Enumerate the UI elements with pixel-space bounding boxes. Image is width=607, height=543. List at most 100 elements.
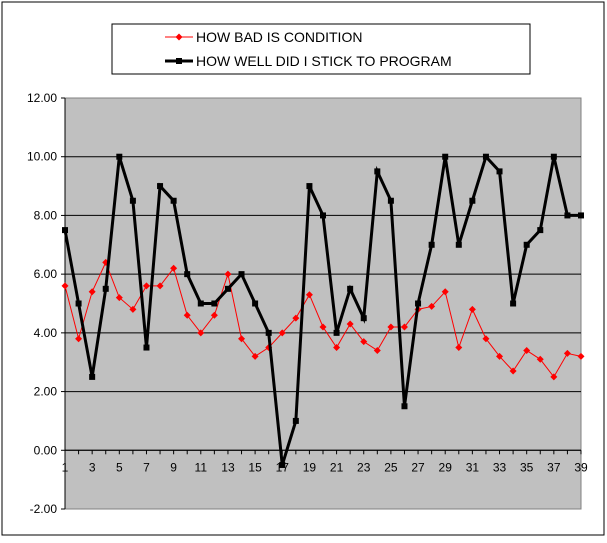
y-tick-label: 4.00 [34, 326, 58, 340]
data-point [563, 349, 571, 357]
data-point [360, 338, 368, 346]
data-point [347, 285, 354, 292]
legend-label-program: HOW WELL DID I STICK TO PROGRAM [196, 53, 452, 69]
data-point [319, 323, 327, 331]
data-point [292, 314, 300, 322]
y-tick-label: 2.00 [34, 385, 58, 399]
data-point [61, 282, 69, 290]
y-tick-label: -2.00 [30, 502, 58, 516]
series-layer [61, 153, 585, 468]
data-point [115, 294, 123, 302]
data-point [102, 285, 109, 292]
x-tick-label: 13 [221, 460, 235, 474]
data-point [88, 288, 96, 296]
data-point [252, 300, 259, 307]
data-point [305, 291, 313, 299]
data-point [578, 212, 584, 219]
x-tick-label: 5 [116, 460, 123, 474]
data-point [374, 168, 381, 175]
data-point [238, 271, 245, 278]
data-point [210, 311, 218, 319]
data-point [142, 282, 150, 290]
x-tick-label: 19 [303, 460, 317, 474]
x-tick-label: 35 [520, 460, 534, 474]
data-point [238, 335, 246, 343]
x-tick-label: 29 [439, 460, 453, 474]
data-point [129, 305, 137, 313]
data-point [469, 197, 476, 204]
data-point [360, 315, 367, 322]
y-tick-label: 12.00 [27, 91, 57, 105]
data-point [428, 302, 436, 310]
data-point [183, 311, 191, 319]
data-point [510, 300, 517, 307]
data-point [224, 270, 232, 278]
data-point [373, 346, 381, 354]
data-point [401, 403, 408, 410]
y-tick-label: 6.00 [34, 267, 58, 281]
data-point [442, 153, 449, 160]
data-point [251, 352, 259, 360]
x-tick-label: 21 [330, 460, 344, 474]
data-point [509, 367, 517, 375]
data-point [482, 335, 490, 343]
legend-label-condition: HOW BAD IS CONDITION [196, 29, 362, 45]
data-point [292, 417, 299, 424]
legend-box [111, 23, 531, 75]
x-tick-label: 7 [143, 460, 150, 474]
data-point [400, 323, 408, 331]
x-tick-label: 37 [547, 460, 561, 474]
data-point [170, 264, 178, 272]
data-point [129, 197, 136, 204]
data-point [415, 300, 422, 307]
data-point [116, 153, 123, 160]
data-point [482, 153, 489, 160]
data-point [496, 168, 503, 175]
y-tick-label: 0.00 [34, 443, 58, 457]
x-tick-label: 31 [466, 460, 480, 474]
data-point [320, 212, 326, 219]
y-tick-label: 8.00 [34, 208, 58, 222]
data-point [523, 241, 530, 248]
data-point [279, 461, 286, 468]
data-point [523, 346, 531, 354]
legend-marker-condition [175, 33, 183, 41]
data-point [428, 241, 435, 248]
x-tick-label: 25 [384, 460, 398, 474]
y-tick-label: 10.00 [27, 150, 57, 164]
legend-marker-program [176, 58, 182, 64]
data-point [184, 271, 191, 278]
data-point [306, 183, 313, 190]
x-tick-label: 39 [574, 460, 588, 474]
data-point [577, 352, 585, 360]
data-point [536, 355, 544, 363]
data-point [496, 352, 504, 360]
x-tick-label: 23 [357, 460, 371, 474]
data-point [197, 300, 204, 307]
x-tick-label: 33 [493, 460, 507, 474]
x-tick-label: 9 [170, 460, 177, 474]
data-point [89, 373, 96, 380]
data-point [455, 241, 462, 248]
data-point [224, 285, 231, 292]
x-tick-label: 3 [89, 460, 96, 474]
data-point [197, 329, 205, 337]
data-point [278, 329, 286, 337]
data-point [468, 305, 476, 313]
data-point [333, 344, 341, 352]
data-point [455, 344, 463, 352]
x-tick-label: 27 [411, 460, 425, 474]
data-point [157, 183, 164, 190]
series-1 [62, 153, 584, 468]
data-point [387, 323, 395, 331]
data-point [156, 282, 164, 290]
data-point [387, 197, 394, 204]
data-point [564, 212, 571, 219]
data-point [265, 329, 272, 336]
x-axis: 13579111315171921232527293133353739 [62, 449, 588, 474]
data-point [346, 320, 354, 328]
data-point [333, 329, 340, 336]
x-tick-label: 15 [248, 460, 262, 474]
